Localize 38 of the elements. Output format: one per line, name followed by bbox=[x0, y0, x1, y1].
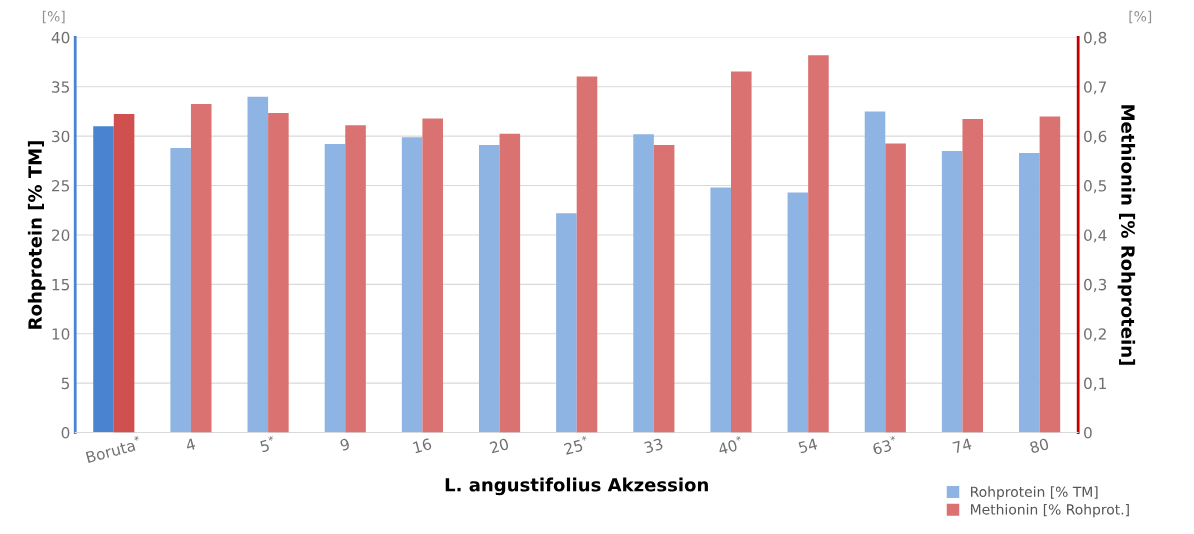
y2-tick-label: 0,5 bbox=[1084, 180, 1107, 194]
legend-label: Methionin [% Rohprot.] bbox=[971, 503, 1129, 518]
y2-tick-label: 0,4 bbox=[1084, 229, 1107, 243]
y-axis-title: Rohprotein [% TM] bbox=[27, 141, 46, 329]
x-tick-label: 5$^{*}$ bbox=[259, 435, 276, 453]
y2-tick-label: 0,6 bbox=[1084, 130, 1107, 144]
x-tick-label: 40$^{*}$ bbox=[716, 435, 744, 456]
y-tick-label: 5 bbox=[61, 377, 70, 390]
x-tick-label: 9 bbox=[339, 437, 351, 452]
x-axis-title: L. angustifolius Akzession bbox=[445, 477, 708, 496]
x-tick-label: 74 bbox=[952, 438, 973, 454]
y2-tick-label: 0,3 bbox=[1084, 278, 1107, 292]
y2-tick-label: 0,1 bbox=[1084, 377, 1106, 391]
y-tick-label: 35 bbox=[52, 81, 70, 93]
x-tick-label: 63$^{*}$ bbox=[871, 435, 898, 455]
y-tick-label: 30 bbox=[52, 130, 70, 143]
y2-tick-label: 0 bbox=[1084, 427, 1092, 439]
y-tick-label: 25 bbox=[52, 180, 70, 192]
y2-tick-label: 0,8 bbox=[1084, 31, 1107, 45]
text: [%] bbox=[42, 10, 65, 24]
y-tick-label: 40 bbox=[51, 31, 70, 44]
x-tick-label: 20 bbox=[489, 437, 510, 454]
y-tick-label: 20 bbox=[52, 229, 70, 241]
x-tick-label: 80 bbox=[1029, 437, 1050, 454]
x-tick-label: 25$^{*}$ bbox=[563, 435, 590, 455]
legend-label: Rohprotein [% TM] bbox=[971, 486, 1098, 500]
y-tick-label: 15 bbox=[52, 279, 70, 291]
x-tick-label: 33 bbox=[643, 437, 664, 454]
y2-axis-title: Methionin [% Rohprotein] bbox=[1117, 105, 1136, 365]
x-tick-label: 54 bbox=[798, 438, 818, 454]
y-tick-label: 0 bbox=[61, 427, 70, 439]
y2-tick-label: 0,7 bbox=[1084, 81, 1107, 95]
x-tick-label: Boruta$^{*}$ bbox=[85, 435, 142, 464]
x-tick-label: 4 bbox=[185, 438, 196, 451]
text: [%] bbox=[1129, 10, 1152, 24]
y2-tick-label: 0,2 bbox=[1084, 328, 1106, 342]
x-tick-label: 16 bbox=[412, 437, 433, 454]
y-tick-label: 10 bbox=[52, 328, 70, 340]
